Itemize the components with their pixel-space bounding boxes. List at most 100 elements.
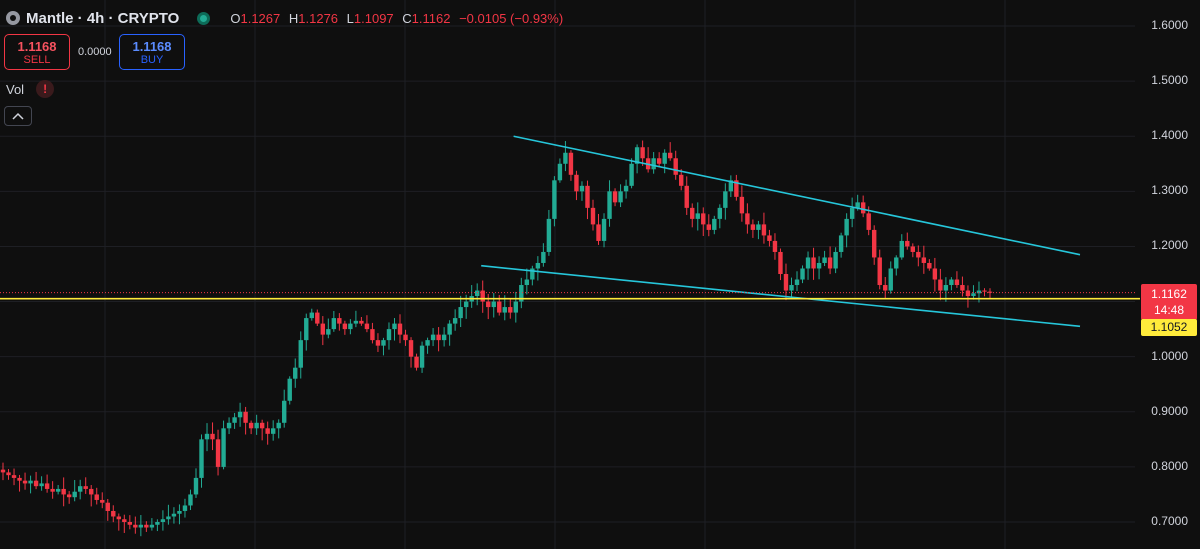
candle-body xyxy=(105,502,110,511)
candle-body xyxy=(844,218,849,236)
candle-body xyxy=(72,491,77,498)
candle-body xyxy=(436,334,441,341)
candle-body xyxy=(866,213,871,230)
market-status-icon[interactable] xyxy=(197,11,211,25)
candle-body xyxy=(204,433,210,440)
spread-value: 0.0000 xyxy=(78,46,112,58)
candle-body xyxy=(789,285,794,291)
candle-body xyxy=(816,262,822,269)
candle-body xyxy=(392,323,397,330)
candle-body xyxy=(894,257,899,269)
ohlc-change: −0.0105 (−0.93%) xyxy=(459,10,564,26)
candle-body xyxy=(739,196,745,214)
candle-body xyxy=(188,494,193,506)
trendline[interactable] xyxy=(481,264,1081,328)
candle-body xyxy=(872,229,877,258)
candle-body xyxy=(568,152,574,175)
candle-body xyxy=(381,340,386,346)
candle-body xyxy=(276,422,281,429)
candle-body xyxy=(750,224,756,230)
price-axis-label: 0.9000 xyxy=(1151,403,1188,418)
candle-body xyxy=(55,488,61,492)
candle-body xyxy=(100,499,105,503)
candle-body xyxy=(83,486,88,489)
candle-body xyxy=(111,510,116,517)
candle-body xyxy=(949,279,954,286)
buy-button[interactable]: 1.1168 BUY xyxy=(119,34,185,70)
symbol-title[interactable]: Mantle · 4h · CRYPTO xyxy=(26,9,180,27)
candle-body xyxy=(706,224,711,230)
candle-body xyxy=(33,480,39,487)
candle-body xyxy=(11,475,17,478)
candle-body xyxy=(800,268,805,280)
collapse-indicators-button[interactable] xyxy=(4,106,32,126)
level-price-tag: 1.1052 xyxy=(1141,319,1197,336)
sell-button[interactable]: 1.1168 SELL xyxy=(4,34,70,70)
candle-body xyxy=(370,329,375,341)
candle-body xyxy=(618,191,623,203)
candle-body xyxy=(326,329,331,335)
candle-body xyxy=(585,185,590,208)
candle-body xyxy=(656,158,662,164)
candle-body xyxy=(860,202,866,214)
candle-body xyxy=(838,235,844,252)
candle-body xyxy=(94,494,99,500)
candle-body xyxy=(607,191,612,219)
candle-body xyxy=(265,428,270,434)
ohlc-low: 1.1097 xyxy=(353,10,394,26)
candle-body xyxy=(552,180,557,219)
candle-body xyxy=(386,329,392,341)
candle-body xyxy=(756,224,761,230)
candle-body xyxy=(954,279,960,286)
candle-body xyxy=(486,301,491,308)
candle-body xyxy=(805,257,811,269)
candle-body xyxy=(833,251,838,269)
candle-body xyxy=(6,472,11,476)
candle-body xyxy=(502,307,507,313)
volume-indicator[interactable]: Vol ! xyxy=(6,80,55,98)
candle-body xyxy=(717,207,723,219)
candle-body xyxy=(475,290,480,297)
warning-icon[interactable]: ! xyxy=(36,80,55,98)
price-axis-label: 1.3000 xyxy=(1151,183,1188,198)
candle-body xyxy=(662,152,667,164)
candle-body xyxy=(44,483,50,489)
candle-body xyxy=(634,147,640,164)
candle-body xyxy=(375,340,381,346)
candle-body xyxy=(557,163,563,181)
candle-body xyxy=(651,158,656,170)
candle-body xyxy=(712,218,717,230)
candle-body xyxy=(270,428,276,434)
candle-body xyxy=(541,251,546,263)
candle-body xyxy=(39,483,44,487)
symbol-logo-icon xyxy=(6,11,20,25)
candle-body xyxy=(910,246,916,252)
candle-body xyxy=(943,285,949,291)
candle-body xyxy=(783,274,789,291)
candle-body xyxy=(348,323,353,330)
trendline[interactable] xyxy=(513,135,1081,256)
candle-body xyxy=(166,516,171,520)
candle-body xyxy=(524,279,530,286)
price-axis-label: 0.8000 xyxy=(1151,458,1188,473)
candle-body xyxy=(293,367,298,379)
candle-body xyxy=(243,411,248,423)
candle-body xyxy=(794,279,800,286)
candle-body xyxy=(497,301,502,313)
candle-body xyxy=(447,323,452,335)
candle-body xyxy=(684,185,689,208)
candle-body xyxy=(177,510,182,514)
candle-body xyxy=(480,290,485,302)
candle-body xyxy=(590,207,596,225)
bar-countdown: 14:48 xyxy=(1153,303,1185,317)
candle-body xyxy=(122,519,127,522)
candle-body xyxy=(89,488,94,495)
candle-body xyxy=(745,213,750,225)
candle-body xyxy=(116,516,121,520)
candle-body xyxy=(513,301,518,313)
candle-body xyxy=(155,522,160,525)
candle-body xyxy=(530,268,535,280)
candle-body xyxy=(425,340,430,346)
candle-body xyxy=(61,488,66,495)
